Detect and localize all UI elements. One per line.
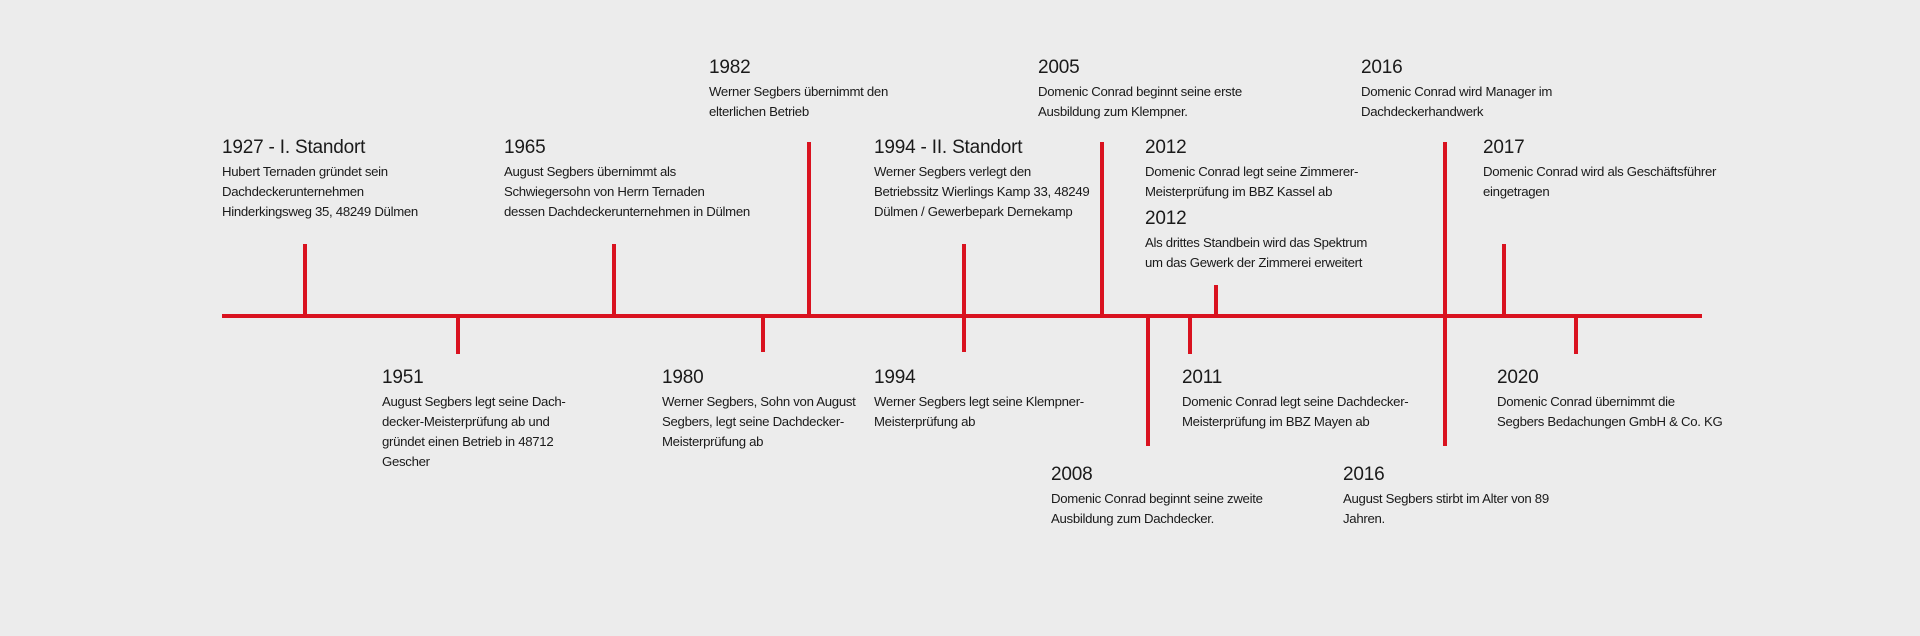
timeline-tick [962,244,966,316]
timeline-tick [303,244,307,316]
event-description: Werner Segbers legt seine Klempner- Meis… [874,394,1084,429]
timeline-event: 2012 Domenic Conrad legt seine Zimmerer- … [1145,136,1358,202]
timeline-event: 1982 Werner Segbers übernimmt den elterli… [709,56,888,122]
timeline-tick [807,142,811,316]
timeline-tick [1502,244,1506,316]
timeline-event: 1980 Werner Segbers, Sohn von August Segb… [662,366,856,452]
timeline-event: 1994 - II. Standort Werner Segbers verleg… [874,136,1090,222]
event-year: 1927 - I. Standort [222,137,366,158]
event-description: Domenic Conrad beginnt seine erste Ausbi… [1038,84,1242,119]
event-year: 1994 - II. Standort [874,137,1023,158]
timeline-event: 2016 August Segbers stirbt im Alter von 8… [1343,463,1549,529]
event-description: Werner Segbers, Sohn von August Segbers,… [662,394,856,449]
timeline-tick [1214,285,1218,316]
timeline-event: 2005 Domenic Conrad beginnt seine erste A… [1038,56,1242,122]
event-description: Domenic Conrad legt seine Dachdecker- Me… [1182,394,1409,429]
timeline-tick [612,244,616,316]
timeline-tick [1443,142,1447,316]
timeline-tick [1188,316,1192,354]
event-description: Als drittes Standbein wird das Spektrum … [1145,235,1368,270]
event-description: Domenic Conrad übernimmt die Segbers Bed… [1497,394,1723,429]
timeline-event: 1994 Werner Segbers legt seine Klempner- … [874,366,1084,432]
event-year: 1994 [874,367,916,388]
event-year: 2016 [1343,464,1385,485]
event-description: August Segbers legt seine Dach- decker-M… [382,394,566,469]
event-year: 2020 [1497,367,1539,388]
timeline-tick [1574,316,1578,354]
timeline-event: 1965 August Segbers übernimmt als Schwieg… [504,136,750,222]
event-year: 2008 [1051,464,1093,485]
event-year: 1980 [662,367,704,388]
timeline-tick [761,316,765,352]
event-description: August Segbers stirbt im Alter von 89 Ja… [1343,491,1549,526]
event-year: 2012 [1145,137,1187,158]
event-description: Werner Segbers verlegt den Betriebssitz … [874,164,1090,219]
event-description: Domenic Conrad wird Manager im Dachdecke… [1361,84,1553,119]
event-year: 1965 [504,137,546,158]
timeline-event: 2017 Domenic Conrad wird als Geschäftsfüh… [1483,136,1716,202]
timeline-tick [1443,316,1447,446]
timeline-event: 2016 Domenic Conrad wird Manager im Dachd… [1361,56,1552,122]
event-description: Domenic Conrad legt seine Zimmerer- Meis… [1145,164,1359,199]
event-year: 2005 [1038,57,1080,78]
event-year: 2011 [1182,367,1223,388]
event-description: Hubert Ternaden gründet sein Dachdeckeru… [222,164,418,219]
timeline-tick [456,316,460,354]
event-year: 2016 [1361,57,1403,78]
timeline-event: 2020 Domenic Conrad übernimmt die Segbers… [1497,366,1723,432]
event-description: Domenic Conrad wird als Geschäftsführer … [1483,164,1717,199]
event-year: 2017 [1483,137,1525,158]
event-description: Domenic Conrad beginnt seine zweite Ausb… [1051,491,1263,526]
timeline-event: 1927 - I. Standort Hubert Ternaden gründe… [222,136,418,222]
timeline-tick [962,316,966,352]
timeline-event: 1951 August Segbers legt seine Dach- deck… [382,366,566,472]
timeline-tick [1100,142,1104,316]
timeline-event: 2012 Als drittes Standbein wird das Spekt… [1145,207,1367,273]
event-year: 2012 [1145,208,1187,229]
event-description: Werner Segbers übernimmt den elterlichen… [709,84,889,119]
timeline-tick [1146,316,1150,446]
event-year: 1951 [382,367,424,388]
timeline-event: 2008 Domenic Conrad beginnt seine zweite … [1051,463,1263,529]
event-year: 1982 [709,57,751,78]
timeline-event: 2011 Domenic Conrad legt seine Dachdecker… [1182,366,1409,432]
event-description: August Segbers übernimmt als Schwiegerso… [504,164,750,219]
